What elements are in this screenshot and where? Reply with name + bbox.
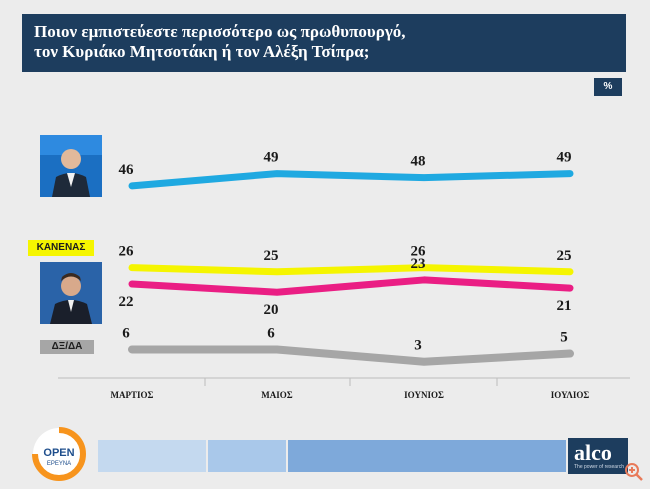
point-dk [274, 346, 280, 353]
point-tsipras [421, 276, 427, 283]
data-label-mitsotakis: 48 [411, 154, 426, 170]
footer-band-2 [208, 440, 286, 472]
footer-band-1 [98, 440, 206, 472]
value-labels: 46 49 48 49 26 25 26 25 22 20 23 21 6 6 3 5 [119, 150, 572, 354]
x-axis [58, 377, 630, 386]
unit-badge: % [594, 78, 622, 96]
dk-label: ΔΞ/ΔΑ [40, 340, 94, 354]
point-mitsotakis [567, 170, 573, 177]
data-label-dk: 5 [560, 330, 568, 346]
title-line-2: τον Κυριάκο Μητσοτάκη ή τον Αλέξη Τσίπρα… [34, 42, 370, 61]
none-label: ΚΑΝΕΝΑΣ [28, 240, 94, 256]
series-line-dk [128, 345, 574, 366]
x-tick-label: ΜΑΡΤΙΟΣ [111, 390, 154, 400]
point-mitsotakis [421, 174, 427, 181]
data-label-tsipras: 22 [119, 294, 134, 310]
data-label-dk: 6 [122, 325, 130, 341]
data-label-none: 26 [119, 244, 135, 260]
tsipras-photo [40, 262, 102, 324]
point-tsipras [567, 285, 573, 292]
data-label-none: 25 [557, 248, 572, 264]
point-mitsotakis [129, 182, 135, 189]
tick-labels: ΜΑΡΤΙΟΣ ΜΑΙΟΣ ΙΟΥΝΙΟΣ ΙΟΥΛΙΟΣ [111, 390, 590, 400]
point-mitsotakis [274, 170, 280, 177]
point-dk [421, 358, 427, 365]
series-line-mitsotakis [128, 170, 574, 190]
series-line-tsipras [128, 276, 574, 296]
point-tsipras [129, 281, 135, 288]
point-tsipras [274, 289, 280, 296]
data-label-tsipras: 20 [264, 302, 279, 318]
chart-header: Ποιον εμπιστεύεστε περισσότερο ως πρωθυπ… [22, 14, 626, 72]
point-dk [129, 346, 135, 353]
data-label-mitsotakis: 46 [119, 162, 135, 178]
point-none [129, 264, 135, 271]
data-label-mitsotakis: 49 [557, 150, 572, 166]
data-label-none: 25 [264, 248, 279, 264]
zoom-icon[interactable] [622, 460, 646, 484]
open-logo-sub: ΕΡΕΥΝΑ [47, 461, 71, 467]
point-none [274, 268, 280, 275]
open-logo: OPEN ΕΡΕΥΝΑ [22, 425, 96, 483]
series-group [128, 170, 574, 366]
data-label-tsipras: 21 [557, 298, 572, 314]
data-label-mitsotakis: 49 [264, 150, 279, 166]
point-dk [567, 350, 573, 357]
title-line-1: Ποιον εμπιστεύεστε περισσότερο ως πρωθυπ… [34, 22, 406, 41]
alco-logo: alco The power of research [568, 438, 628, 474]
point-none [567, 268, 573, 275]
data-label-tsipras: 23 [411, 256, 426, 272]
data-label-none: 26 [411, 244, 427, 260]
alco-logo-word: alco [574, 440, 612, 465]
footer-band-3 [288, 440, 566, 472]
series-line-none [128, 264, 574, 276]
x-tick-label: ΙΟΥΝΙΟΣ [404, 390, 444, 400]
point-none [421, 264, 427, 271]
mitsotakis-photo [40, 135, 102, 197]
data-label-dk: 6 [267, 325, 275, 341]
line-chart: 46 49 48 49 26 25 26 25 22 20 23 21 6 6 3 5 ΜΑΡΤΙΟΣ ΜΑΙΟ… [58, 150, 630, 400]
alco-logo-sub: The power of research [574, 464, 625, 470]
x-tick-label: ΙΟΥΛΙΟΣ [551, 390, 590, 400]
open-logo-word: OPEN [43, 447, 74, 459]
data-label-dk: 3 [414, 338, 422, 354]
x-tick-label: ΜΑΙΟΣ [261, 390, 292, 400]
